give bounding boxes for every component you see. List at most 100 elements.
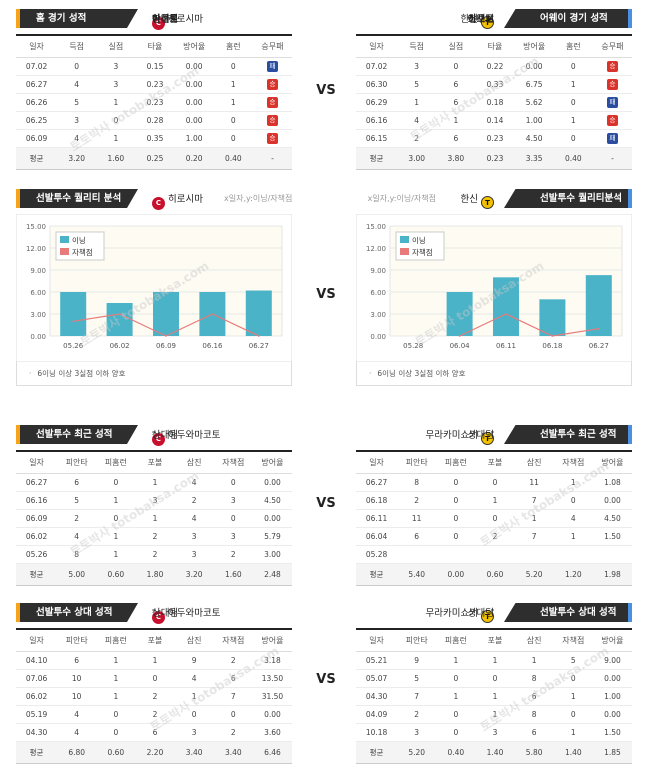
away-record-panel: 한신 T 어웨이 경기 성적 일자 득점 실점 타율 방어율 홈런 승무패 상대팀 07.02 3 0…	[356, 8, 632, 170]
header-cell: 득점	[409, 42, 425, 51]
table-cell: 06.27	[25, 80, 48, 89]
quality-title-left: 선발투수 퀄리티 분석	[16, 189, 138, 208]
table-cell: 11	[411, 514, 422, 523]
average-cell: 0.40	[564, 154, 582, 163]
pitcher-recent-panel-right: 무라카미쇼키 T 선발투수 최근 성적 일자 피안타 피홈런 포볼 삼진 자책점 방어율 상대팀…	[356, 424, 632, 586]
average-cell: 5.40	[408, 570, 426, 579]
table-cell: -	[152, 427, 156, 438]
x-tick-label: 06.04	[450, 342, 471, 350]
header-cell: 상대팀	[152, 14, 179, 25]
average-cell: 3.20	[68, 154, 86, 163]
table-cell: 7	[531, 496, 537, 505]
table-cell: 0	[570, 496, 576, 505]
legend-swatch-bar	[400, 236, 409, 243]
table-cell: 1	[113, 674, 119, 683]
table-cell: 04.09	[365, 710, 388, 719]
result-badge: 승	[266, 97, 278, 108]
table-cell: 승	[253, 97, 292, 108]
y-tick-label: 6.00	[370, 289, 386, 297]
pitcher-recent-title-left: 선발투수 최근 성적	[16, 425, 138, 444]
pitcher-vs-table-right: 일자 피안타 피홈런 포볼 삼진 자책점 방어율 상대팀 05.21 9 1 1 1 5 9.00-05.0…	[356, 605, 632, 764]
average-cell: 0.60	[107, 570, 125, 579]
header-cell: 방어율	[523, 42, 546, 51]
table-cell: 05.19	[25, 710, 48, 719]
table-row: 10.18 3 0 3 6 1 1.50 -	[356, 605, 632, 742]
table-cell: -	[490, 605, 494, 616]
table-cell: -	[152, 605, 156, 616]
table-cell: 3	[414, 62, 420, 71]
table-cell: 06.09	[25, 514, 48, 523]
table-cell: 야쿠르	[152, 14, 179, 25]
table-cell: 6	[74, 478, 80, 487]
table-cell: 1	[414, 98, 420, 107]
legend-swatch-bar	[60, 236, 69, 243]
header-cell: 방어율	[601, 636, 624, 645]
table-cell: 0	[492, 674, 498, 683]
tigers-logo-icon: T	[481, 16, 494, 29]
table-cell: 3	[492, 728, 498, 737]
table-cell: 07.02	[365, 62, 388, 71]
table-cell: 승	[593, 115, 632, 126]
home-record-title: 홈 경기 성적	[16, 9, 138, 28]
table-cell: 1	[453, 116, 459, 125]
table-cell: 4	[74, 80, 80, 89]
average-cell: 1.60	[107, 154, 125, 163]
table-row: 06.15 2 6 0.23 4.50 0 패 소프트	[356, 14, 632, 148]
average-cell: 평균	[369, 748, 384, 757]
table-cell: 3	[230, 532, 236, 541]
table-cell: 0.00	[264, 710, 281, 719]
inning-bar	[585, 275, 612, 336]
table-cell: 3	[230, 496, 236, 505]
table-row: 07.06 10 1 0 4 6 13.50-	[16, 605, 292, 688]
vs-label: VS	[316, 83, 336, 98]
result-badge: 패	[606, 97, 618, 108]
average-cell: 평균	[29, 154, 44, 163]
table-cell: 2	[152, 692, 158, 701]
table-row: 06.30 5 6 0.33 6.75 1 승 야쿠르	[356, 14, 632, 94]
table-cell: 1	[113, 692, 119, 701]
table-average-row: 평균 3.00 3.80 0.23 3.35 0.40 - -	[356, 11, 632, 169]
table-cell: 0.18	[486, 98, 504, 107]
table-cell: 6	[531, 692, 537, 701]
table-cell: 2	[152, 550, 158, 559]
result-badge: 승	[606, 61, 618, 72]
table-cell: 06.30	[365, 80, 388, 89]
average-cell: 0.60	[107, 748, 125, 757]
earned-run-point	[211, 313, 214, 315]
average-cell: 3.35	[525, 154, 543, 163]
table-cell: 0.00	[604, 496, 621, 505]
table-cell: -	[152, 605, 156, 616]
quality-note-left: 6이닝 이상 3실점 이하 양호	[16, 362, 292, 386]
table-cell: 1	[570, 478, 576, 487]
table-cell: -	[490, 427, 494, 438]
table-cell: 06.29	[365, 98, 388, 107]
pitcher-recent-table-right: 일자 피안타 피홈런 포볼 삼진 자책점 방어율 상대팀 06.27 8 0 0 11 1 1.08-06.…	[356, 427, 632, 586]
y-tick-label: 3.00	[370, 311, 386, 319]
table-cell: 8	[74, 550, 80, 559]
table-cell: 6	[230, 674, 236, 683]
average-cell: 0.60	[486, 570, 504, 579]
table-row: 06.02 4 1 2 3 3 5.79 -	[16, 427, 292, 546]
legend-swatch-line	[60, 248, 69, 255]
table-cell: 0.00	[185, 98, 203, 107]
home-record-table: 일자 득점 실점 타율 방어율 홈런 승무패 상대팀 07.02 0 3 0.15 0.00 0 패 한신 06…	[16, 11, 292, 170]
table-cell: 06.26	[25, 98, 48, 107]
table-row: 05.21 9 1 1 1 5 9.00 -	[356, 605, 632, 670]
table-cell: 3	[191, 532, 197, 541]
x-tick-label: 06.16	[202, 342, 223, 350]
table-cell: 2	[230, 656, 236, 665]
table-cell: 4.50	[604, 514, 621, 523]
table-cell: 0.15	[146, 62, 164, 71]
table-cell: 3	[113, 80, 119, 89]
table-cell: 0.00	[604, 710, 621, 719]
table-row: 07.02 3 0 0.22 0.00 0 승 히로시	[356, 14, 632, 76]
legend-label-earned-runs: 자책점	[72, 247, 93, 257]
table-cell: 승	[253, 115, 292, 126]
header-cell: 포볼	[487, 458, 503, 467]
table-cell: 3	[414, 728, 420, 737]
quality-title-right: 선발투수 퀄리티분석	[504, 189, 632, 208]
table-cell: 1.00	[185, 134, 203, 143]
table-cell: 0	[230, 478, 236, 487]
table-row: 04.09 2 0 1 8 0 0.00 -	[356, 605, 632, 724]
table-cell: 1	[492, 496, 498, 505]
